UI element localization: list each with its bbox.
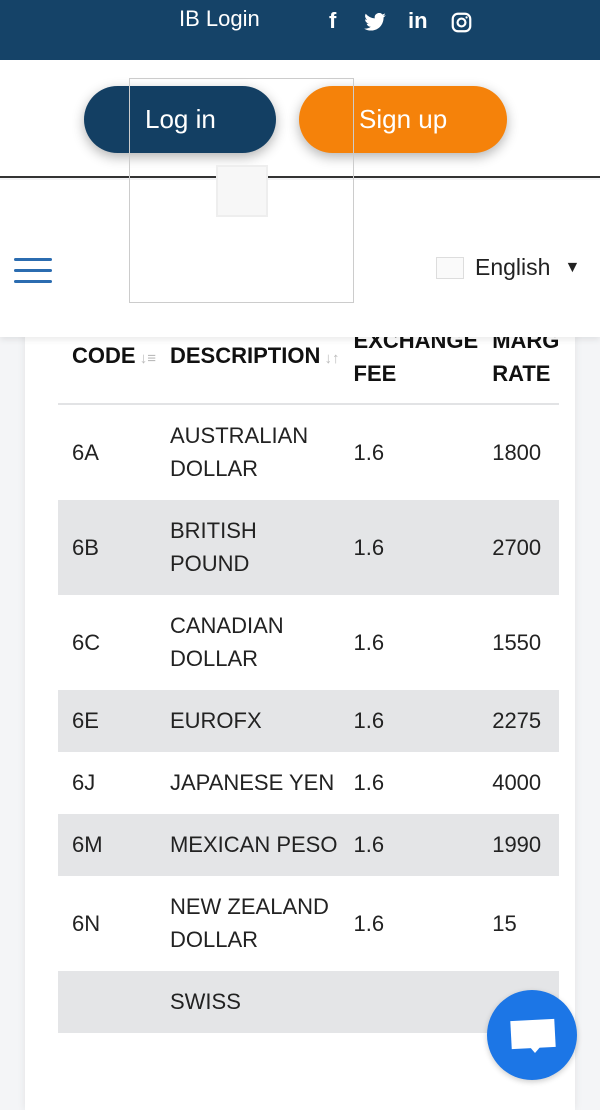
cell-code: 6C [72, 629, 101, 655]
cell-rate: 1800 [492, 439, 542, 465]
logo-image-placeholder[interactable] [129, 78, 354, 303]
caret-down-icon: ▼ [564, 258, 581, 276]
instagram-icon[interactable] [451, 12, 472, 33]
cell-fee: 1.6 [353, 439, 385, 465]
cell-fee: 1.6 [339, 690, 479, 752]
linkedin-icon[interactable]: in [408, 8, 428, 33]
cell-desc: CANADIAN DOLLAR [169, 613, 284, 671]
main-nav: English ▼ [0, 180, 600, 337]
language-label: English [475, 254, 551, 280]
cell-desc: AUSTRALIAN DOLLAR [169, 423, 309, 481]
cell-desc: BRITISH POUND [155, 500, 340, 595]
hamburger-menu-icon[interactable] [14, 258, 52, 291]
cell-code: 6B [58, 500, 156, 595]
table-row: 6B BRITISH POUND 1.6 2700 [58, 500, 560, 595]
chat-button[interactable] [487, 990, 577, 1080]
chat-bubble-icon [510, 1018, 556, 1050]
cell-fee: 1.6 [339, 814, 479, 876]
auth-bar: Log in Sign up [0, 60, 600, 178]
table-row: 6J JAPANESE YEN 1.6 4000 [58, 752, 559, 814]
cell-rate: 15 [492, 910, 517, 936]
cell-rate: 2275 [478, 690, 560, 752]
cell-code: 6J [72, 770, 96, 795]
cell-desc: NEW ZEALAND DOLLAR [169, 894, 329, 952]
table-card: CODE ↓≡ DESCRIPTION ↓↑ EXCHANGE FEE MARG… [25, 310, 575, 1110]
cell-rate: 1990 [478, 814, 560, 876]
table-row: 6N NEW ZEALAND DOLLAR 1.6 15 [58, 876, 559, 971]
table-row: 6E EUROFX 1.6 2275 [58, 690, 560, 752]
cell-code: 6E [58, 690, 156, 752]
cell-fee: 1.6 [339, 500, 479, 595]
table-row: SWISS [58, 971, 560, 1033]
cell-fee: 1.6 [353, 770, 385, 795]
twitter-icon[interactable] [364, 13, 386, 31]
cell-code: 6A [72, 439, 99, 465]
table-row: 6M MEXICAN PESO 1.6 1990 [58, 814, 560, 876]
language-selector[interactable]: English ▼ [436, 254, 580, 281]
cell-code [58, 971, 156, 1033]
image-placeholder-icon [216, 165, 268, 217]
ib-login-link[interactable]: IB Login [179, 6, 260, 31]
cell-rate: 1550 [492, 629, 542, 655]
cell-desc: JAPANESE YEN [169, 770, 335, 795]
cell-rate: 4000 [492, 770, 542, 795]
cell-desc: SWISS [155, 971, 340, 1033]
cell-code: 6M [58, 814, 156, 876]
login-button[interactable]: Log in [84, 86, 276, 153]
table-row: 6C CANADIAN DOLLAR 1.6 1550 [58, 595, 559, 690]
sort-asc-icon[interactable]: ↓≡ [135, 349, 156, 367]
signup-button[interactable]: Sign up [299, 86, 507, 153]
table-row: 6A AUSTRALIAN DOLLAR 1.6 1800 [58, 404, 559, 500]
top-bar: IB Login f in [0, 0, 600, 60]
cell-fee: 1.6 [353, 910, 385, 936]
cell-desc: EUROFX [155, 690, 340, 752]
cell-fee [339, 971, 479, 1033]
contracts-table: CODE ↓≡ DESCRIPTION ↓↑ EXCHANGE FEE MARG… [58, 310, 560, 1033]
cell-code: 6N [72, 910, 101, 936]
facebook-icon[interactable]: f [329, 8, 337, 33]
cell-rate: 2700 [478, 500, 560, 595]
cell-fee: 1.6 [353, 629, 385, 655]
flag-icon [436, 256, 464, 279]
sort-icon[interactable]: ↓↑ [320, 349, 340, 367]
cell-desc: MEXICAN PESO [155, 814, 340, 876]
